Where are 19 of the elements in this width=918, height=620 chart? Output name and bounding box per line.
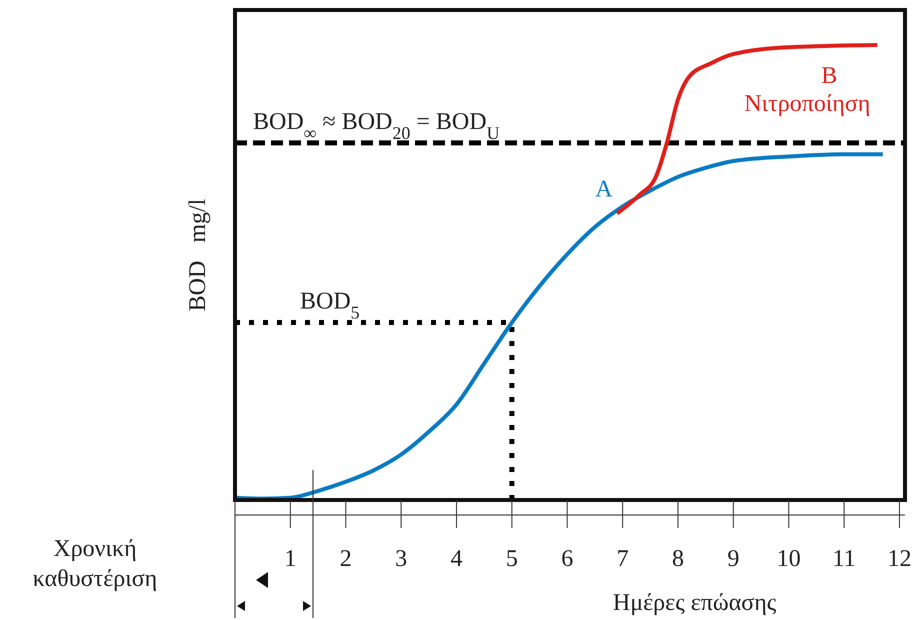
series-label: A <box>595 176 614 203</box>
x-tick-label: 9 <box>727 546 740 572</box>
x-tick-label: 10 <box>776 546 801 572</box>
series-label: B Νιτροποίηση <box>744 63 870 117</box>
x-tick-label: 4 <box>450 546 462 572</box>
text: Χρονική καθυστέριση <box>32 536 158 592</box>
x-tick-label: 5 <box>506 546 518 572</box>
x-axis-title: Ημέρες επώασης <box>612 590 777 616</box>
x-tick-label: 11 <box>832 546 856 572</box>
y-axis-title: BOD mg/l <box>185 198 211 312</box>
ref-line-label: BOD$_{5}$ <box>300 288 360 323</box>
x-tick-label: 2 <box>340 546 352 572</box>
x-tick-label: 1 <box>284 546 296 572</box>
x-tick-label: 3 <box>395 546 408 572</box>
x-tick-label: 8 <box>672 546 684 572</box>
x-tick-label: 12 <box>887 546 912 572</box>
ref-line-label: BOD$_{∞}$ ≈ BOD$_{20}$ = BOD$_{U}$ <box>253 108 500 143</box>
x-tick-label: 6 <box>561 546 574 572</box>
x-tick-label: 7 <box>616 546 629 572</box>
